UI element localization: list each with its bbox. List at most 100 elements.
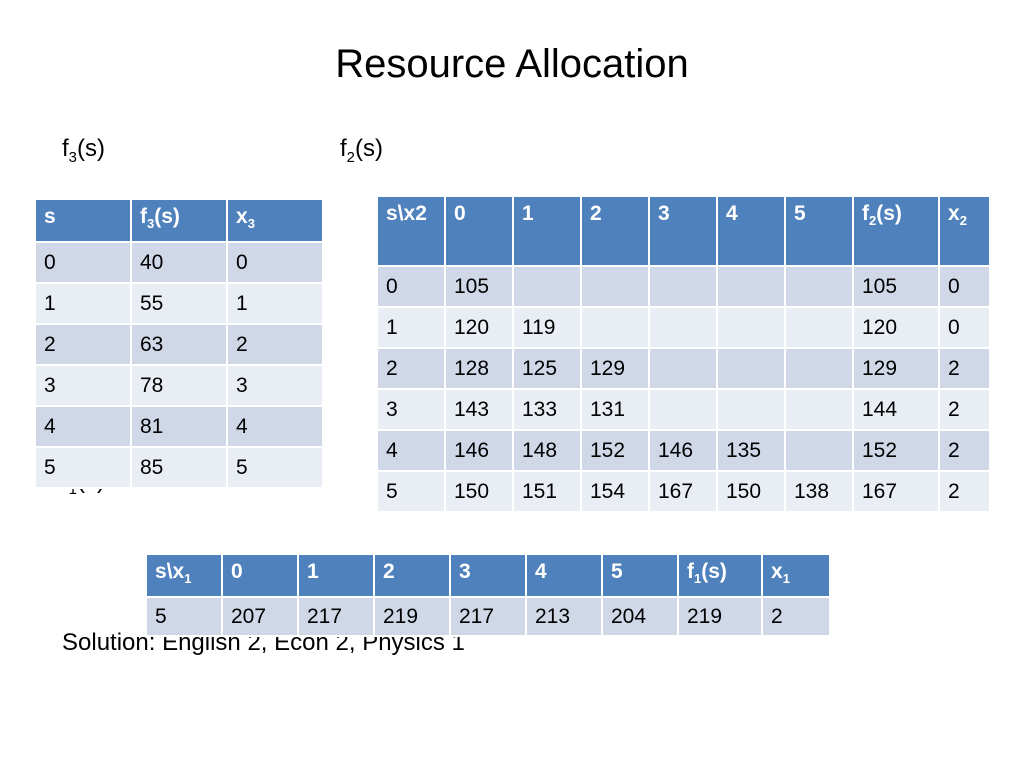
table-cell: 1: [226, 282, 324, 325]
table-cell: [648, 347, 718, 390]
table-row: 0 40 0: [34, 241, 324, 284]
header-row: s\x2 0 1 2 3 4 5 f2(s) x2: [376, 195, 991, 267]
table-cell: 120: [444, 306, 514, 349]
table-cell: [648, 265, 718, 308]
table-row: 3 143 133 131 144 2: [376, 388, 991, 431]
table-cell: [580, 306, 650, 349]
table-cell: 219: [677, 596, 763, 637]
table-cell: 2: [938, 388, 991, 431]
column-header: s\x1: [145, 553, 223, 598]
column-header: f2(s): [852, 195, 940, 267]
table-row: 4 146 148 152 146 135 152 2: [376, 429, 991, 472]
table-f1: s\x1 0 1 2 3 4 5 f1(s) x1 5 207 217 219 217 213 204 219 2: [145, 553, 831, 637]
column-header: x1: [761, 553, 831, 598]
table-cell: 1: [376, 306, 446, 349]
table-cell: 133: [512, 388, 582, 431]
table-cell: 151: [512, 470, 582, 513]
table-cell: 78: [130, 364, 228, 407]
table-cell: 1: [34, 282, 132, 325]
table-row: 0 105 105 0: [376, 265, 991, 308]
table-cell: 144: [852, 388, 940, 431]
table-cell: 5: [34, 446, 132, 489]
label-f2: f2(s): [340, 135, 383, 166]
table-row: 5 85 5: [34, 446, 324, 489]
table-cell: 55: [130, 282, 228, 325]
table-cell: 0: [938, 265, 991, 308]
column-header: 3: [648, 195, 718, 267]
table-cell: 146: [648, 429, 718, 472]
column-header: 3: [449, 553, 527, 598]
table-cell: 219: [373, 596, 451, 637]
table-cell: 204: [601, 596, 679, 637]
table-cell: 4: [34, 405, 132, 448]
table-row: 1 55 1: [34, 282, 324, 325]
table-cell: 105: [444, 265, 514, 308]
table-row: 3 78 3: [34, 364, 324, 407]
table-cell: 4: [226, 405, 324, 448]
table-cell: 167: [852, 470, 940, 513]
table-cell: 3: [34, 364, 132, 407]
table-cell: 4: [376, 429, 446, 472]
table-cell: 138: [784, 470, 854, 513]
table-cell: 5: [226, 446, 324, 489]
table-cell: [784, 306, 854, 349]
column-header: x3: [226, 198, 324, 243]
table-cell: 129: [580, 347, 650, 390]
table-cell: [580, 265, 650, 308]
table-row: 2 63 2: [34, 323, 324, 366]
table-cell: 0: [376, 265, 446, 308]
table-row: 5 207 217 219 217 213 204 219 2: [145, 596, 831, 637]
table-f3: s f3(s) x3 0 40 0 1 55 1 2 63 2 3 78 3 4 81 4 5 85 5: [34, 198, 324, 489]
table-cell: 2: [761, 596, 831, 637]
table-cell: 0: [226, 241, 324, 284]
column-header: 4: [525, 553, 603, 598]
table-cell: 217: [449, 596, 527, 637]
column-header: 0: [444, 195, 514, 267]
table-cell: 120: [852, 306, 940, 349]
table-cell: 125: [512, 347, 582, 390]
table-cell: [512, 265, 582, 308]
table-cell: [784, 265, 854, 308]
table-cell: 2: [938, 429, 991, 472]
table-cell: 217: [297, 596, 375, 637]
table-cell: 2: [938, 347, 991, 390]
table-cell: 128: [444, 347, 514, 390]
table-cell: 154: [580, 470, 650, 513]
table-cell: [784, 388, 854, 431]
table-row: 1 120 119 120 0: [376, 306, 991, 349]
table-cell: [784, 429, 854, 472]
column-header: 1: [512, 195, 582, 267]
column-header: 5: [784, 195, 854, 267]
table-cell: 81: [130, 405, 228, 448]
column-header: 2: [580, 195, 650, 267]
table-cell: 146: [444, 429, 514, 472]
table-cell: 150: [716, 470, 786, 513]
table-cell: 207: [221, 596, 299, 637]
table-row: 4 81 4: [34, 405, 324, 448]
table-cell: 105: [852, 265, 940, 308]
table-cell: 5: [145, 596, 223, 637]
table-cell: 85: [130, 446, 228, 489]
table-cell: 119: [512, 306, 582, 349]
table-cell: 5: [376, 470, 446, 513]
table-cell: 167: [648, 470, 718, 513]
table-cell: [716, 388, 786, 431]
table-cell: [716, 306, 786, 349]
table-f2: s\x2 0 1 2 3 4 5 f2(s) x2 0 105 105 0 1 120 119 120 0 2 128…: [376, 195, 991, 513]
table-cell: 0: [938, 306, 991, 349]
column-header: s: [34, 198, 132, 243]
column-header: 5: [601, 553, 679, 598]
table-cell: 143: [444, 388, 514, 431]
slide-title: Resource Allocation: [335, 42, 689, 86]
header-row: s f3(s) x3: [34, 198, 324, 243]
table-cell: 0: [34, 241, 132, 284]
table-cell: 3: [226, 364, 324, 407]
column-header: x2: [938, 195, 991, 267]
table-cell: 129: [852, 347, 940, 390]
table-cell: 2: [938, 470, 991, 513]
table-cell: 2: [226, 323, 324, 366]
table-cell: 135: [716, 429, 786, 472]
table-cell: 213: [525, 596, 603, 637]
header-row: s\x1 0 1 2 3 4 5 f1(s) x1: [145, 553, 831, 598]
table-cell: [716, 347, 786, 390]
